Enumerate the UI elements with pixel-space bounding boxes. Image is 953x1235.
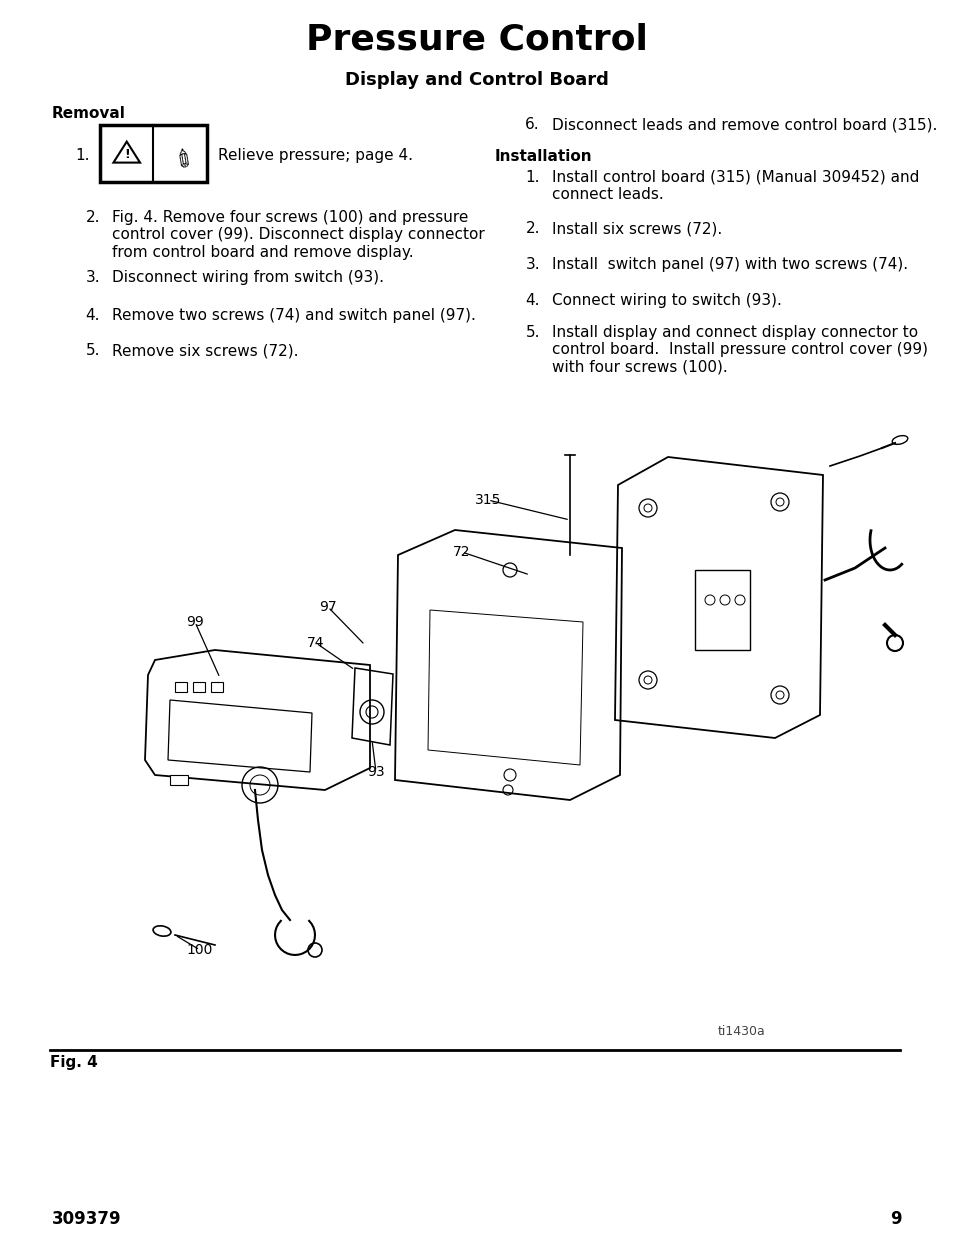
Text: Fig. 4: Fig. 4 (50, 1055, 97, 1070)
Text: 4.: 4. (86, 308, 100, 324)
Text: Relieve pressure; page 4.: Relieve pressure; page 4. (218, 148, 413, 163)
Text: ✎: ✎ (167, 138, 197, 169)
Text: Disconnect wiring from switch (93).: Disconnect wiring from switch (93). (112, 270, 384, 285)
Text: Install control board (315) (Manual 309452) and
connect leads.: Install control board (315) (Manual 3094… (552, 170, 919, 203)
Text: Fig. 4. Remove four screws (100) and pressure
control cover (99). Disconnect dis: Fig. 4. Remove four screws (100) and pre… (112, 210, 484, 259)
Text: 2.: 2. (525, 221, 539, 236)
Text: 309379: 309379 (52, 1210, 121, 1228)
Text: 5.: 5. (525, 325, 539, 340)
Text: Installation: Installation (495, 149, 592, 164)
Text: Removal: Removal (52, 106, 126, 121)
Text: Install  switch panel (97) with two screws (74).: Install switch panel (97) with two screw… (552, 257, 907, 272)
Text: 3.: 3. (525, 257, 539, 272)
Text: ti1430a: ti1430a (718, 1025, 765, 1037)
Text: Disconnect leads and remove control board (315).: Disconnect leads and remove control boar… (552, 117, 937, 132)
Text: Remove six screws (72).: Remove six screws (72). (112, 343, 298, 358)
Bar (170, 776, 188, 785)
Text: Install display and connect display connector to
control board.  Install pressur: Install display and connect display conn… (552, 325, 927, 374)
Text: 1.: 1. (75, 148, 90, 163)
Text: Install six screws (72).: Install six screws (72). (552, 221, 721, 236)
Bar (193, 682, 205, 692)
Bar (174, 682, 187, 692)
Bar (100, 125, 207, 182)
Text: 97: 97 (319, 600, 336, 614)
Text: Remove two screws (74) and switch panel (97).: Remove two screws (74) and switch panel … (112, 308, 476, 324)
Text: 2.: 2. (86, 210, 100, 225)
Text: Pressure Control: Pressure Control (306, 23, 647, 57)
Bar (695, 571, 749, 650)
Text: 72: 72 (453, 545, 470, 559)
Text: !: ! (124, 148, 130, 161)
Text: 99: 99 (186, 615, 204, 629)
Text: 5.: 5. (86, 343, 100, 358)
Bar (211, 682, 223, 692)
Text: 4.: 4. (525, 293, 539, 308)
Text: Display and Control Board: Display and Control Board (345, 70, 608, 89)
Text: 100: 100 (187, 944, 213, 957)
Text: 3.: 3. (85, 270, 100, 285)
Text: Connect wiring to switch (93).: Connect wiring to switch (93). (552, 293, 781, 308)
Text: 6.: 6. (525, 117, 539, 132)
Text: 74: 74 (307, 636, 324, 650)
Text: 9: 9 (889, 1210, 901, 1228)
Text: 315: 315 (475, 493, 500, 508)
Text: 1.: 1. (525, 170, 539, 185)
Text: 93: 93 (367, 764, 384, 779)
